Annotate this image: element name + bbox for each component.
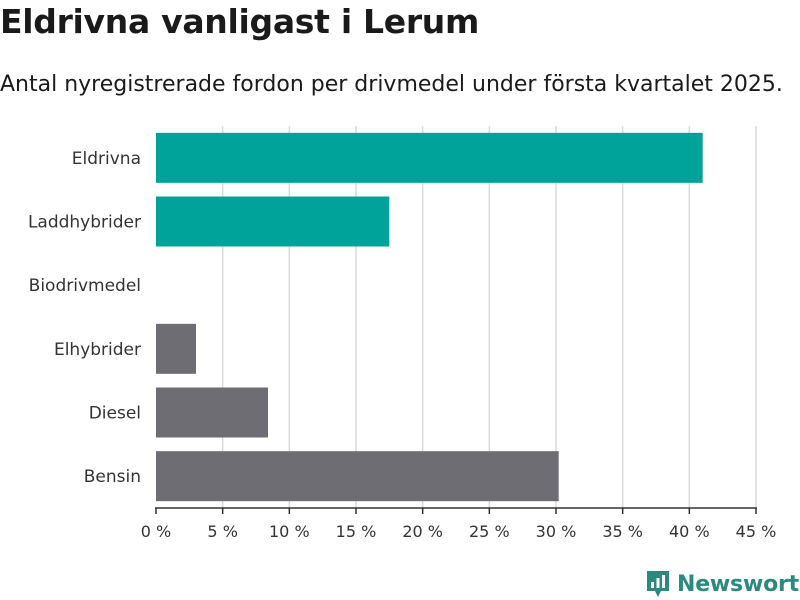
bar-laddhybrider [156, 196, 390, 247]
chart-subtitle: Antal nyregistrerade fordon per drivmede… [0, 72, 783, 97]
x-tick-label: 35 % [602, 522, 643, 541]
category-labels: Eldrivna Laddhybrider Biodrivmedel Elhybrid… [28, 149, 141, 487]
chart-title: Eldrivna vanligast i Lerum [0, 2, 480, 41]
x-tick-label: 5 % [207, 522, 237, 541]
bar-elhybrider [156, 323, 196, 374]
x-tick-label: 45 % [736, 522, 777, 541]
brand-name: Newsworthy [677, 571, 800, 597]
x-tick-label: 40 % [669, 522, 710, 541]
bar-bensin [156, 451, 559, 502]
bars [156, 132, 703, 502]
category-label: Biodrivmedel [29, 276, 141, 296]
newsworthy-logo-icon [647, 571, 669, 597]
x-tick-label: 0 % [141, 522, 171, 541]
x-tick-label: 30 % [536, 522, 577, 541]
category-label: Eldrivna [72, 149, 141, 169]
x-axis: 0 % 5 % 10 % 15 % 20 % 25 % 30 % 35 % 40 % 45 % [141, 507, 777, 541]
x-tick-label: 10 % [269, 522, 310, 541]
brand-footer: Newsworthy [645, 568, 800, 600]
category-label: Elhybrider [54, 340, 141, 360]
category-label: Diesel [89, 404, 141, 424]
category-label: Bensin [84, 467, 141, 487]
gridlines [221, 126, 757, 508]
x-tick-label: 20 % [402, 522, 443, 541]
bar-eldrivna [156, 132, 703, 183]
x-tick-label: 25 % [469, 522, 510, 541]
x-tick-label: 15 % [336, 522, 377, 541]
bar-diesel [156, 387, 268, 438]
category-label: Laddhybrider [28, 213, 141, 233]
